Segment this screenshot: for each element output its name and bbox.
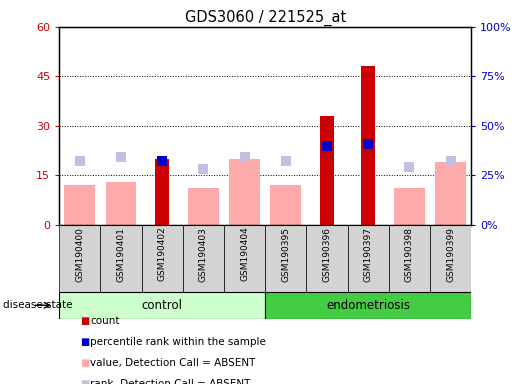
Bar bbox=[320, 116, 334, 225]
Text: control: control bbox=[142, 299, 183, 312]
Bar bbox=[142, 225, 183, 292]
Text: GSM190396: GSM190396 bbox=[322, 227, 332, 281]
Bar bbox=[435, 162, 466, 225]
Point bbox=[323, 142, 331, 149]
Bar bbox=[59, 225, 100, 292]
Point bbox=[76, 158, 84, 164]
Text: ■: ■ bbox=[80, 316, 89, 326]
Bar bbox=[265, 292, 471, 319]
Text: ■: ■ bbox=[80, 379, 89, 384]
Bar bbox=[394, 189, 425, 225]
Point bbox=[158, 158, 166, 164]
Bar bbox=[389, 225, 430, 292]
Bar bbox=[155, 159, 169, 225]
Bar bbox=[265, 225, 306, 292]
Bar bbox=[106, 182, 136, 225]
Text: GSM190404: GSM190404 bbox=[240, 227, 249, 281]
Bar bbox=[59, 292, 265, 319]
Text: GSM190402: GSM190402 bbox=[158, 227, 167, 281]
Text: GSM190400: GSM190400 bbox=[75, 227, 84, 281]
Text: endometriosis: endometriosis bbox=[326, 299, 410, 312]
Point bbox=[199, 166, 208, 172]
Text: GSM190399: GSM190399 bbox=[446, 227, 455, 281]
Point bbox=[405, 164, 414, 170]
Text: ■: ■ bbox=[80, 337, 89, 347]
Text: count: count bbox=[90, 316, 119, 326]
Bar bbox=[306, 225, 348, 292]
Bar bbox=[270, 185, 301, 225]
Bar bbox=[64, 185, 95, 225]
Text: GSM190403: GSM190403 bbox=[199, 227, 208, 281]
Text: GSM190397: GSM190397 bbox=[364, 227, 373, 281]
Text: GSM190398: GSM190398 bbox=[405, 227, 414, 281]
Text: disease state: disease state bbox=[3, 300, 72, 310]
Point bbox=[241, 154, 249, 161]
Bar bbox=[361, 66, 375, 225]
Text: rank, Detection Call = ABSENT: rank, Detection Call = ABSENT bbox=[90, 379, 250, 384]
Point bbox=[117, 154, 125, 161]
Point bbox=[447, 158, 455, 164]
Text: percentile rank within the sample: percentile rank within the sample bbox=[90, 337, 266, 347]
Bar bbox=[224, 225, 265, 292]
Point bbox=[364, 141, 372, 147]
Bar bbox=[348, 225, 389, 292]
Point bbox=[282, 158, 290, 164]
Bar bbox=[430, 225, 471, 292]
Bar bbox=[188, 189, 219, 225]
Title: GDS3060 / 221525_at: GDS3060 / 221525_at bbox=[184, 9, 346, 25]
Bar bbox=[183, 225, 224, 292]
Text: value, Detection Call = ABSENT: value, Detection Call = ABSENT bbox=[90, 358, 255, 368]
Text: GSM190395: GSM190395 bbox=[281, 227, 290, 281]
Bar bbox=[229, 159, 260, 225]
Text: ■: ■ bbox=[80, 358, 89, 368]
Bar bbox=[100, 225, 142, 292]
Text: GSM190401: GSM190401 bbox=[116, 227, 126, 281]
